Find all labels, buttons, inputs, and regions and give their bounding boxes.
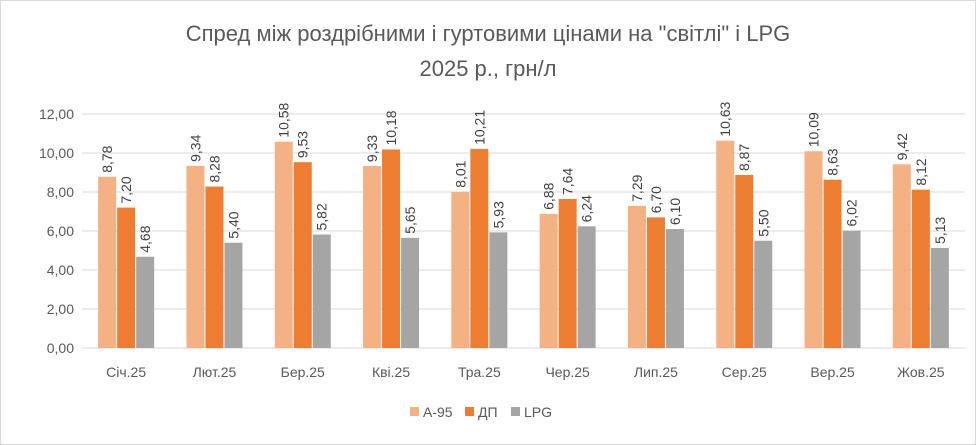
data-label: 8,01 <box>452 160 468 187</box>
x-tick-label: Сер.25 <box>722 364 767 380</box>
legend-swatch <box>465 407 474 416</box>
data-label: 10,18 <box>383 110 399 145</box>
data-label: 7,29 <box>629 174 645 201</box>
data-label: 9,53 <box>295 131 311 158</box>
data-label: 8,87 <box>736 144 752 171</box>
data-label: 5,50 <box>755 209 771 236</box>
data-label: 10,63 <box>717 101 733 136</box>
bar-a95 <box>539 213 558 348</box>
data-label: 9,42 <box>894 133 910 160</box>
y-tick-label: 12,00 <box>39 106 74 122</box>
data-label: 5,40 <box>225 211 241 238</box>
bar-lpg <box>754 240 773 348</box>
bar-lpg <box>136 256 155 348</box>
bar-a95 <box>716 140 735 348</box>
data-label: 5,65 <box>402 206 418 233</box>
legend-label: ДП <box>478 404 498 420</box>
legend-label: А-95 <box>423 404 453 420</box>
bar-dp <box>646 217 665 348</box>
x-tick-label: Тра.25 <box>458 364 501 380</box>
bar-dp <box>735 175 754 348</box>
x-tick-label: Лип.25 <box>634 364 678 380</box>
bar-a95 <box>274 141 293 348</box>
bar-lpg <box>577 226 596 348</box>
bar-dp <box>823 179 842 348</box>
bar-lpg <box>842 230 861 348</box>
data-label: 8,78 <box>99 145 115 172</box>
x-tick-label: Лют.25 <box>193 364 237 380</box>
bar-dp <box>117 207 136 348</box>
data-label: 5,93 <box>490 201 506 228</box>
data-label: 6,88 <box>541 182 557 209</box>
data-label: 8,28 <box>206 155 222 182</box>
bar-a95 <box>451 191 470 348</box>
y-tick-label: 8,00 <box>47 184 74 200</box>
bar-a95 <box>363 166 382 348</box>
data-label: 8,12 <box>913 158 929 185</box>
data-label: 5,82 <box>314 203 330 230</box>
data-label: 8,63 <box>825 148 841 175</box>
data-label: 7,64 <box>560 168 576 195</box>
x-tick-label: Січ.25 <box>106 364 146 380</box>
chart-title: Спред між роздрібними і гуртовими цінами… <box>186 21 791 46</box>
bar-dp <box>293 162 312 348</box>
y-tick-label: 4,00 <box>47 262 74 278</box>
data-label: 10,09 <box>806 112 822 147</box>
bar-lpg <box>665 229 684 348</box>
bar-dp <box>382 149 401 348</box>
data-label: 4,68 <box>137 225 153 252</box>
data-label: 6,70 <box>648 186 664 213</box>
bar-dp <box>205 186 224 348</box>
legend-swatch <box>410 407 419 416</box>
bar-a95 <box>804 151 823 348</box>
x-tick-label: Бер.25 <box>281 364 325 380</box>
bar-a95 <box>627 205 646 348</box>
bar-lpg <box>930 247 949 348</box>
data-label: 6,10 <box>667 198 683 225</box>
x-tick-label: Жов.25 <box>897 364 945 380</box>
legend-label: LPG <box>524 404 552 420</box>
bar-lpg <box>489 232 508 348</box>
data-label: 9,34 <box>187 134 203 161</box>
y-tick-label: 6,00 <box>47 223 74 239</box>
data-label: 9,33 <box>364 135 380 162</box>
y-tick-label: 2,00 <box>47 301 74 317</box>
data-label: 10,21 <box>471 110 487 145</box>
bar-lpg <box>401 237 420 348</box>
bar-a95 <box>186 165 205 348</box>
bar-lpg <box>224 242 243 348</box>
bar-dp <box>911 189 930 348</box>
bar-a95 <box>892 164 911 348</box>
y-tick-label: 10,00 <box>39 145 74 161</box>
x-tick-label: Вер.25 <box>810 364 855 380</box>
y-tick-label: 0,00 <box>47 340 74 356</box>
bar-a95 <box>98 176 117 348</box>
data-label: 7,20 <box>118 176 134 203</box>
legend-swatch <box>511 407 520 416</box>
data-label: 6,02 <box>844 199 860 226</box>
data-label: 6,24 <box>579 195 595 222</box>
bar-dp <box>470 148 489 348</box>
x-tick-label: Кві.25 <box>372 364 410 380</box>
bar-lpg <box>312 234 331 348</box>
x-tick-label: Чер.25 <box>545 364 590 380</box>
data-label: 10,58 <box>276 102 292 137</box>
bar-dp <box>558 199 577 348</box>
chart-subtitle: 2025 р., грн/л <box>420 56 557 81</box>
data-label: 5,13 <box>932 217 948 244</box>
